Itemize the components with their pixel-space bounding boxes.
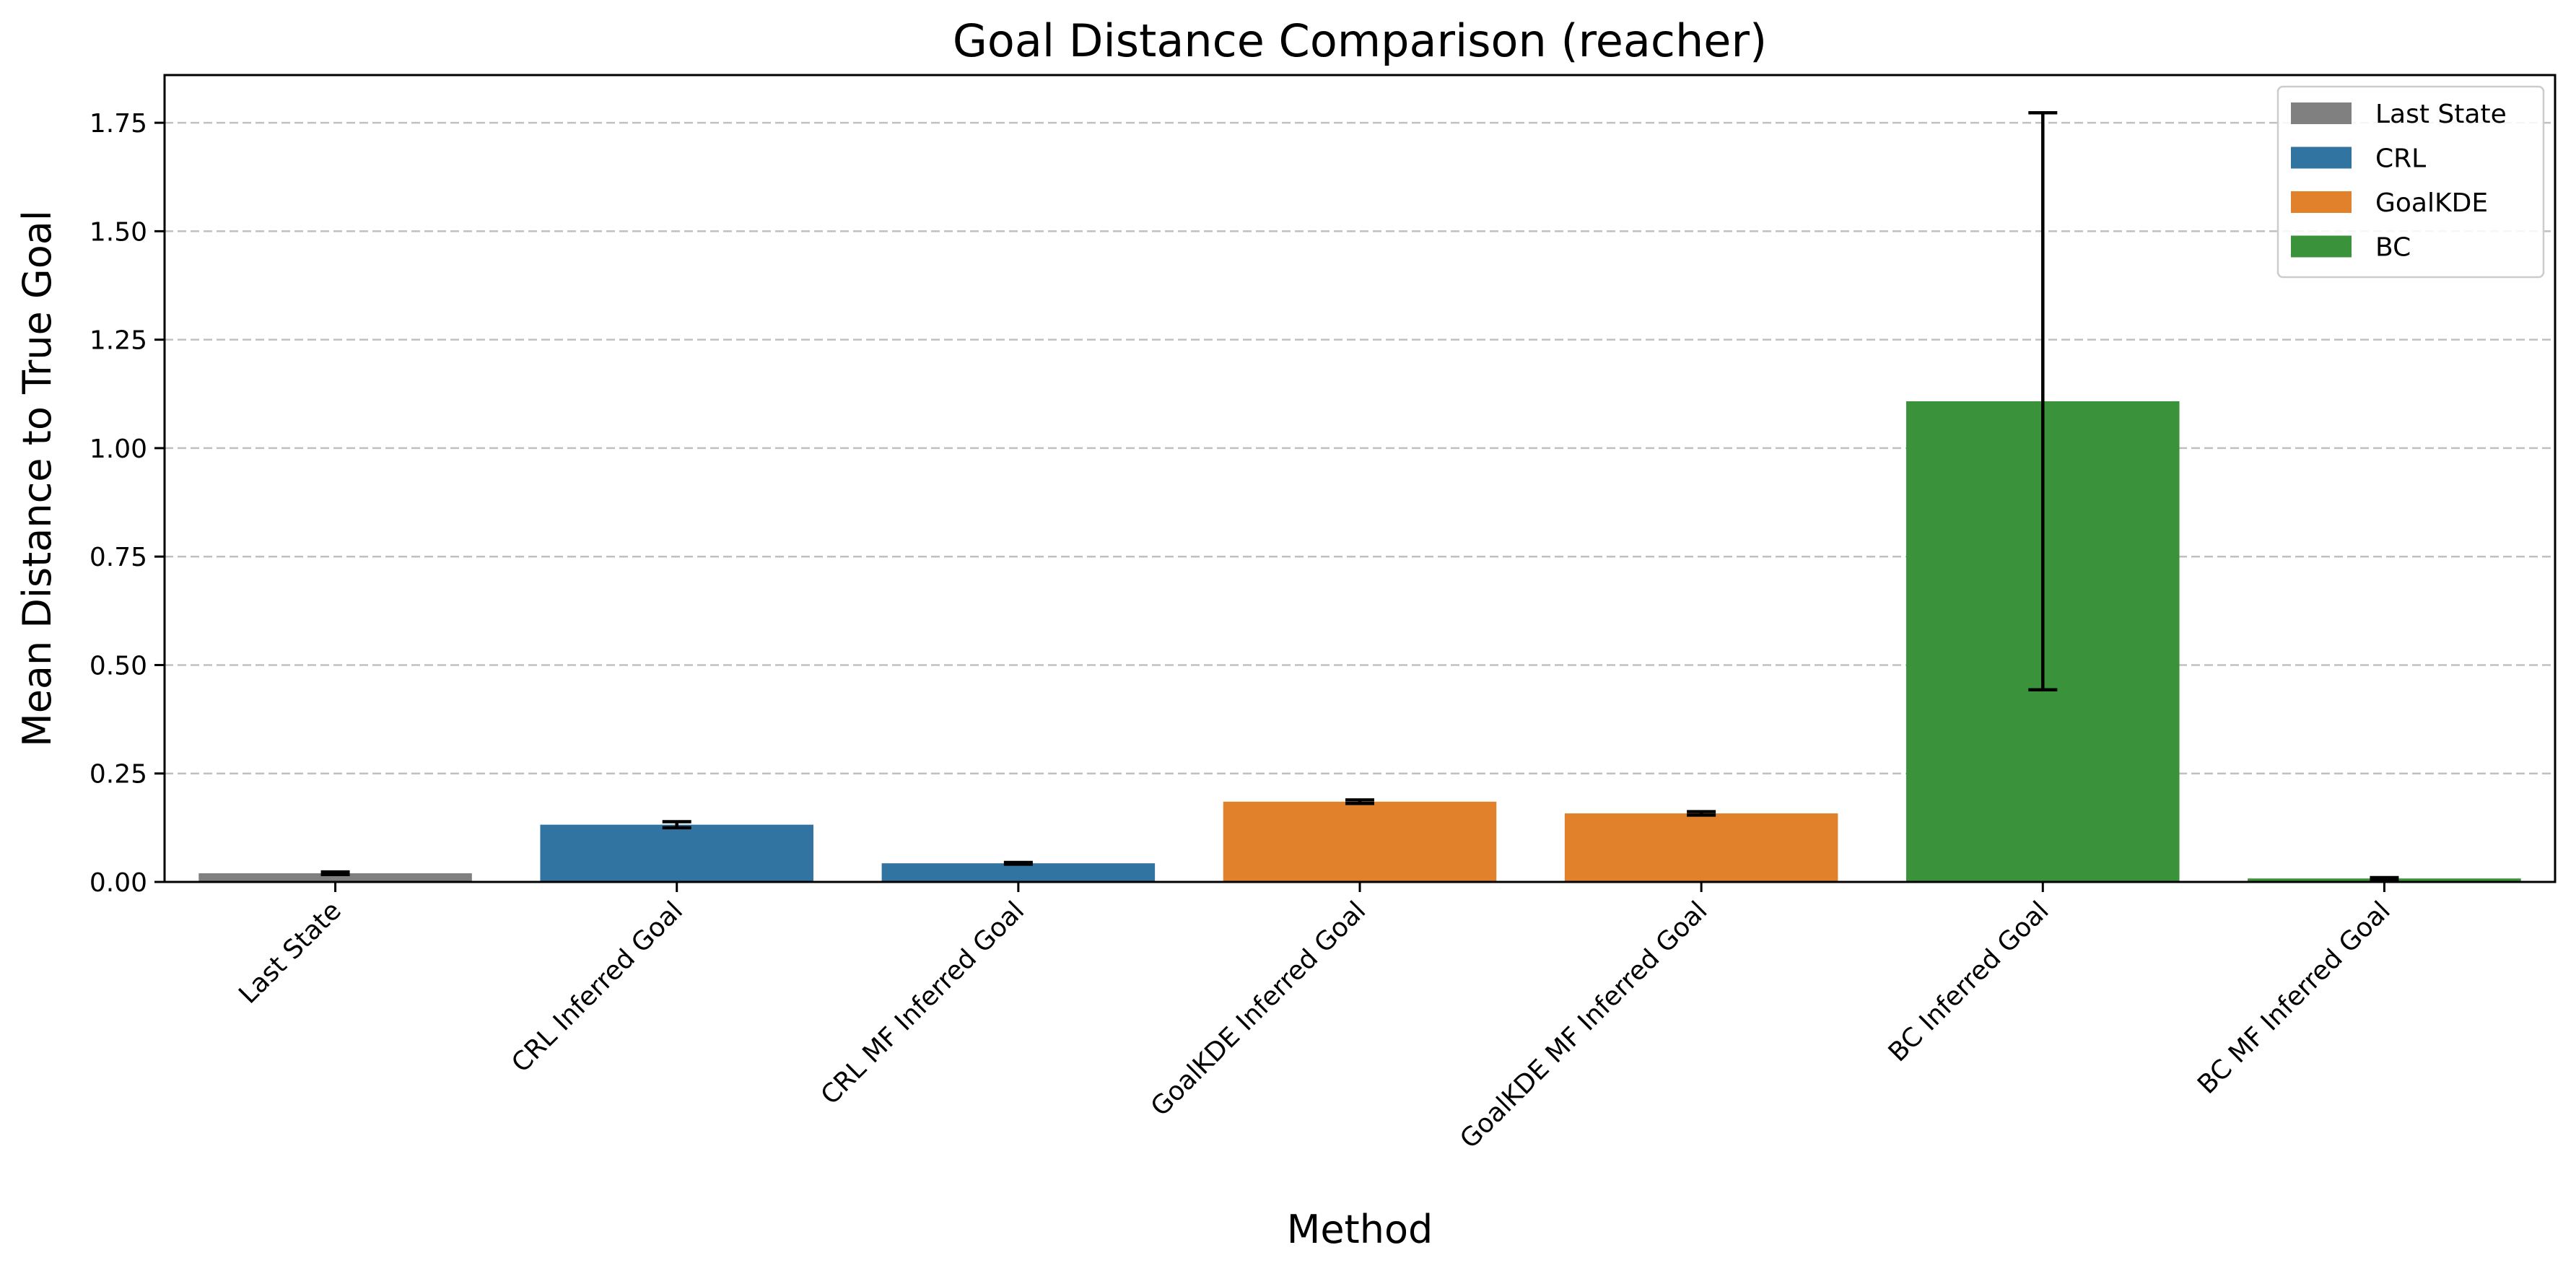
legend-label: CRL — [2375, 144, 2426, 174]
y-tick-label: 0.25 — [89, 760, 147, 790]
y-tick-label: 0.75 — [89, 543, 147, 572]
x-axis-label: Method — [1287, 1207, 1433, 1252]
gridlines — [165, 121, 2555, 883]
legend-swatch — [2291, 191, 2352, 213]
bar — [540, 824, 813, 882]
bar — [198, 873, 472, 882]
bar — [1223, 801, 1497, 882]
y-tick-label: 0.50 — [89, 651, 147, 681]
legend-swatch — [2291, 147, 2352, 169]
y-tick-label: 1.25 — [89, 326, 147, 356]
legend-label: GoalKDE — [2375, 188, 2488, 218]
legend-label: Last State — [2375, 100, 2507, 129]
bar — [1564, 813, 1838, 882]
y-tick-label: 1.75 — [89, 109, 147, 139]
y-tick-label: 1.00 — [89, 434, 147, 464]
chart-title: Goal Distance Comparison (reacher) — [953, 14, 1767, 67]
legend-frame — [2276, 85, 2545, 279]
legend-swatch — [2291, 102, 2352, 124]
legend-label: BC — [2375, 233, 2411, 263]
error-bars — [320, 111, 2399, 881]
y-tick-label: 1.50 — [89, 217, 147, 247]
bar — [881, 863, 1156, 882]
y-axis-ticks: 0.00 0.25 0.50 0.75 1.00 1.25 1.50 1.75 — [89, 109, 165, 898]
legend-swatch — [2291, 235, 2352, 258]
y-tick-label: 0.00 — [89, 868, 147, 898]
y-axis-label: Mean Distance to True Goal — [14, 210, 60, 747]
legend: Last State CRL GoalKDE BC — [2276, 85, 2545, 279]
